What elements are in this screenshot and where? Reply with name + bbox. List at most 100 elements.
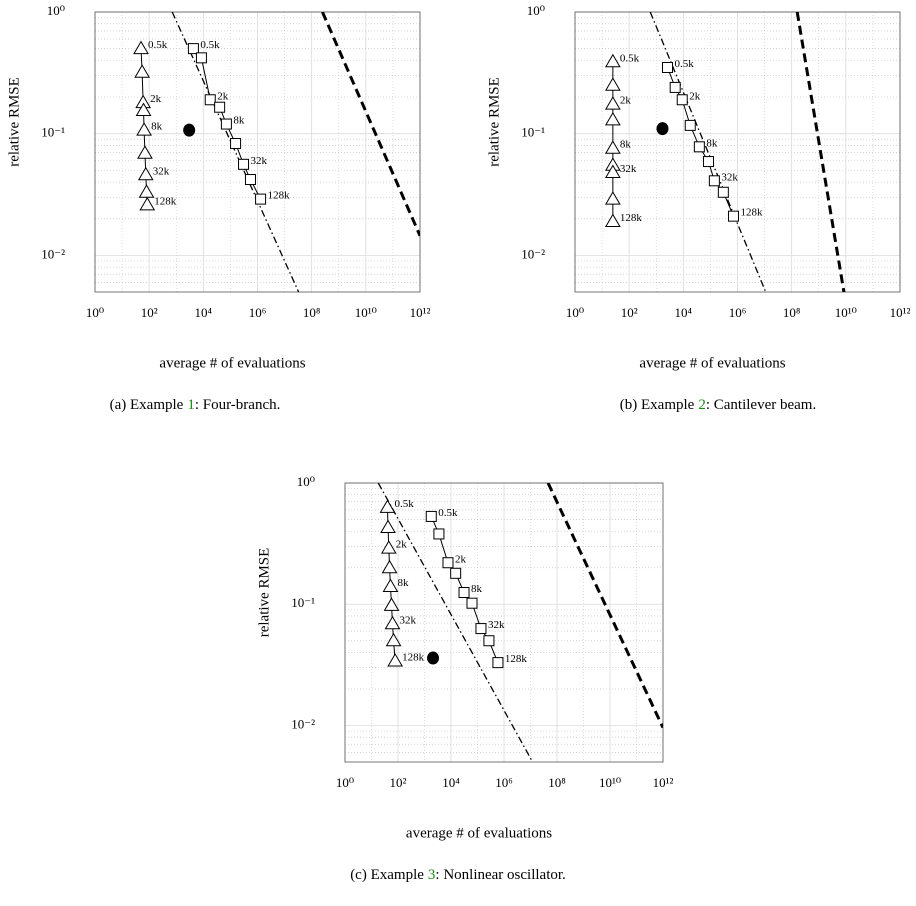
- x-axis-label: average # of evaluations: [639, 355, 785, 371]
- x-tick-label: 10¹⁰: [835, 305, 857, 320]
- caption: (a) Example 1: Four-branch.: [110, 397, 281, 413]
- square-marker: [492, 657, 504, 669]
- triangle-marker: [381, 559, 398, 574]
- point-label: 128k: [402, 652, 425, 664]
- square-marker: [195, 52, 207, 64]
- triangle-marker: [136, 122, 152, 136]
- triangle-marker: [379, 499, 396, 513]
- axes-frame: [574, 11, 901, 293]
- point-label: 32k: [399, 614, 416, 626]
- square-marker: [214, 101, 226, 113]
- triangle-marker: [604, 191, 621, 205]
- x-tick-label: 10⁶: [249, 305, 267, 320]
- triangle-marker: [604, 96, 621, 110]
- point-label: 32k: [153, 165, 170, 177]
- caption-prefix: (c) Example: [350, 867, 424, 883]
- point-label: 8k: [620, 139, 632, 151]
- x-tick-label: 10⁴: [195, 305, 213, 320]
- point-label: 32k: [488, 619, 505, 631]
- point-label: 2k: [396, 539, 408, 551]
- triangle-marker: [137, 166, 154, 181]
- triangle-marker: [385, 632, 402, 647]
- point-label: 8k: [151, 121, 163, 133]
- y-tick-label: 10⁻²: [521, 246, 545, 261]
- x-axis-label: average # of evaluations: [406, 825, 552, 841]
- caption-ref: 1: [187, 397, 195, 413]
- point-label: 2k: [689, 90, 701, 102]
- point-label: 8k: [397, 577, 409, 589]
- caption: (c) Example 3: Nonlinear oscillator.: [350, 867, 566, 883]
- x-tick-label: 10⁶: [729, 305, 747, 320]
- triangle-marker: [384, 615, 401, 630]
- point-label: 2k: [217, 90, 229, 102]
- square-marker: [255, 193, 267, 205]
- x-tick-label: 10²: [621, 305, 638, 320]
- point-label: 128k: [154, 195, 177, 207]
- chart: 10⁰ 10² 10⁴ 10⁶ 10⁸ 10¹⁰ 10¹² 10⁻² 10⁻¹ 10⁰ averag…: [6, 3, 430, 413]
- triangle-marker: [604, 53, 621, 68]
- point-label: 2k: [455, 553, 467, 565]
- triangle-marker: [138, 184, 155, 198]
- x-tick-label: 10¹²: [653, 775, 674, 790]
- triangle-marker: [382, 578, 399, 593]
- x-tick-label: 10²: [141, 305, 158, 320]
- square-marker: [676, 94, 688, 106]
- y-tick-label: 10⁻²: [291, 716, 315, 731]
- circle-marker: [427, 651, 440, 665]
- square-marker: [450, 567, 462, 579]
- caption-text: : Cantilever beam.: [706, 397, 816, 413]
- y-tick-label: 10⁰: [297, 474, 315, 489]
- x-tick-label: 10⁶: [495, 775, 513, 790]
- square-marker: [425, 510, 437, 522]
- square-marker: [703, 156, 715, 168]
- axes-frame: [94, 11, 421, 293]
- triangle-marker: [380, 519, 396, 533]
- y-tick-label: 10⁻¹: [521, 125, 545, 140]
- triangle-marker: [604, 77, 621, 91]
- point-label: 0.5k: [148, 39, 168, 51]
- square-marker: [442, 557, 454, 569]
- series-line: [795, 12, 846, 292]
- point-label: 32k: [251, 155, 268, 167]
- caption-ref: 2: [698, 397, 706, 413]
- square-marker: [475, 623, 487, 635]
- point-label: 0.5k: [620, 52, 640, 64]
- square-marker: [483, 635, 495, 647]
- x-tick-label: 10⁰: [86, 305, 104, 320]
- point-label: 0.5k: [200, 39, 220, 51]
- point-label: 128k: [268, 190, 291, 202]
- caption-text: : Nonlinear oscillator.: [435, 867, 565, 883]
- triangle-marker: [139, 196, 156, 211]
- caption-text: : Four-branch.: [195, 397, 281, 413]
- caption: (b) Example 2: Cantilever beam.: [620, 397, 816, 413]
- square-marker: [433, 528, 445, 540]
- square-marker: [693, 141, 705, 153]
- triangle-marker: [137, 145, 153, 159]
- x-axis-label: average # of evaluations: [159, 355, 305, 371]
- point-label: 128k: [620, 212, 643, 224]
- x-tick-label: 10⁰: [566, 305, 584, 320]
- y-tick-label: 10⁰: [47, 3, 65, 18]
- triangle-marker: [604, 213, 621, 227]
- y-axis-label: relative RMSE: [256, 548, 272, 638]
- x-tick-label: 10¹²: [890, 305, 911, 320]
- point-label: 2k: [620, 95, 632, 107]
- square-marker: [204, 94, 216, 106]
- y-tick-label: 10⁰: [527, 3, 545, 18]
- chart: 10⁰ 10² 10⁴ 10⁶ 10⁸ 10¹⁰ 10¹² 10⁻² 10⁻¹ 10⁰ averag…: [256, 474, 673, 883]
- y-tick-label: 10⁻¹: [291, 595, 315, 610]
- square-marker: [727, 210, 739, 222]
- triangle-marker: [134, 64, 151, 78]
- caption-prefix: (b) Example: [620, 397, 695, 413]
- x-tick-label: 10¹²: [410, 305, 431, 320]
- point-label: 0.5k: [674, 58, 694, 70]
- x-tick-label: 10²: [390, 775, 407, 790]
- caption-ref: 3: [428, 867, 436, 883]
- caption-prefix: (a) Example: [110, 397, 184, 413]
- x-tick-label: 10⁴: [442, 775, 460, 790]
- triangle-marker: [133, 40, 149, 55]
- y-axis-label: relative RMSE: [486, 77, 502, 167]
- x-tick-label: 10⁰: [336, 775, 354, 790]
